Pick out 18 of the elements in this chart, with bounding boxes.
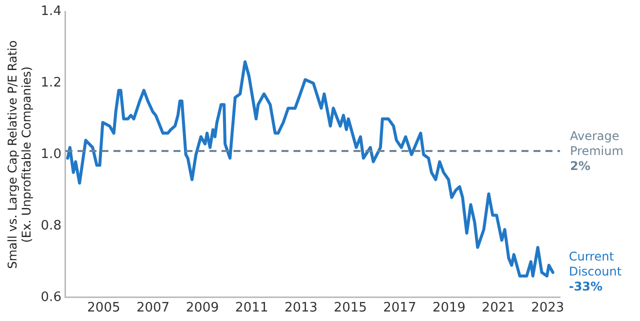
- x-tick-label: 2019: [432, 300, 466, 316]
- y-tick-label: 0.6: [40, 290, 62, 305]
- x-tick-label: 2013: [284, 300, 318, 316]
- y-tick-label: 0.8: [40, 218, 62, 234]
- x-tick-label: 2009: [186, 300, 219, 316]
- ref-line-label: Average Premium 2%: [570, 129, 624, 174]
- annotation: Current Discount -33%: [568, 250, 622, 294]
- x-tick-label: 2021: [482, 300, 515, 316]
- y-tick-label: 1.4: [40, 4, 62, 20]
- x-tick-label: 2023: [531, 300, 564, 316]
- x-tick-label: 2005: [87, 300, 120, 316]
- y-tick-label: 1.0: [40, 146, 62, 162]
- x-tick-label: 2007: [136, 300, 170, 316]
- x-tick-label: 2015: [334, 300, 367, 316]
- x-tick-label: 2011: [235, 300, 268, 316]
- y-tick-label: 1.2: [40, 76, 62, 91]
- x-tick-label: 2017: [383, 300, 416, 316]
- y-axis-title: Small vs. Large Cap Relative P/E Ratio (Ex. Unprofitable Companies): [5, 40, 34, 269]
